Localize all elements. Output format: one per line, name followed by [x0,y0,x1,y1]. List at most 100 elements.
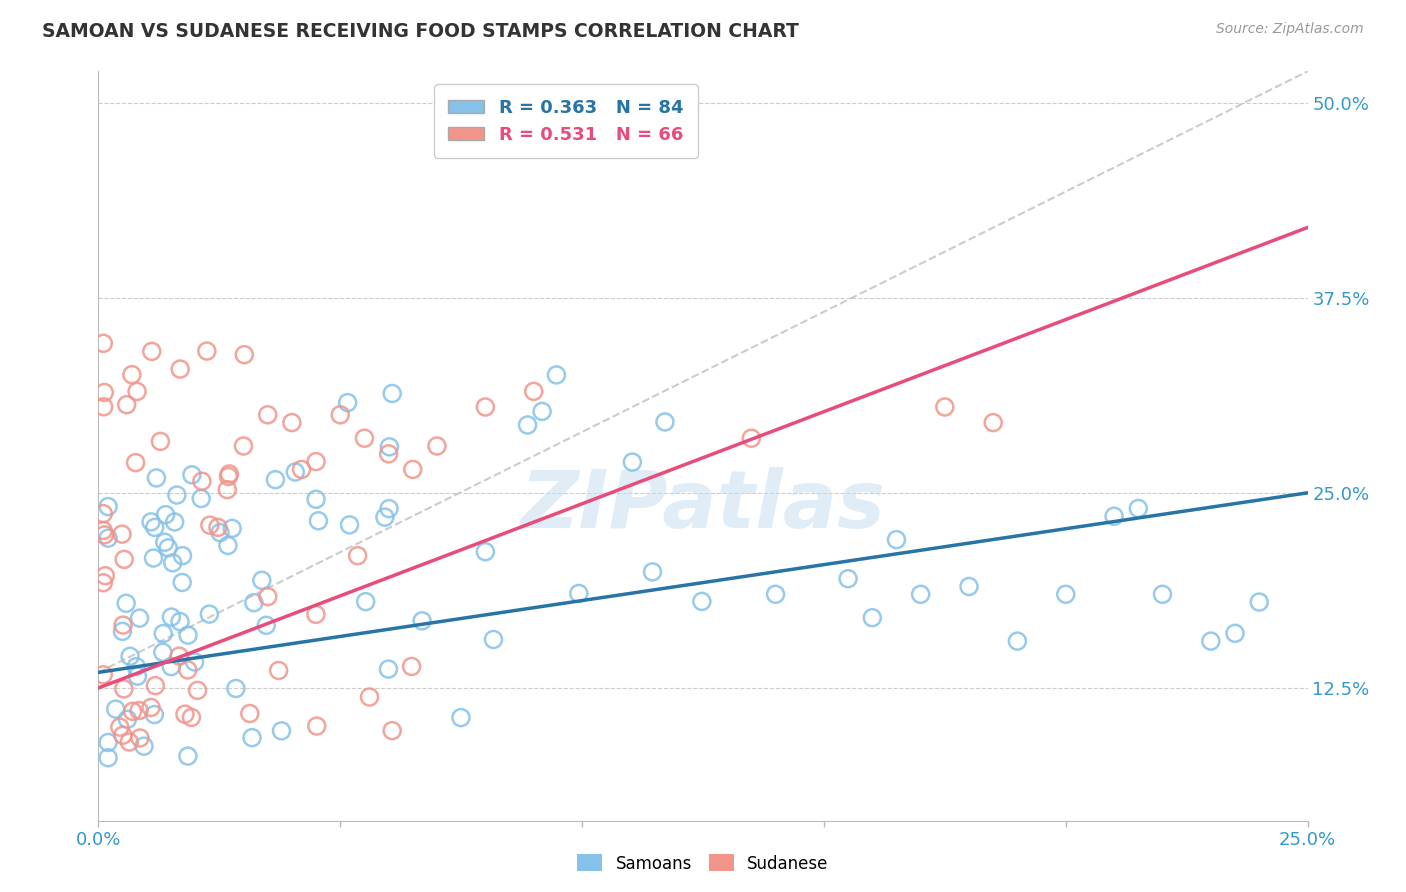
Point [256,590,278,604]
Point [474,545,496,559]
Point [411,614,433,628]
Text: ZIPatlas: ZIPatlas [520,467,886,545]
Point [125,659,148,673]
Point [290,462,312,476]
Point [111,527,134,541]
Point [160,610,183,624]
Point [256,408,278,422]
Point [93,400,115,414]
Point [218,469,240,483]
Point [143,707,166,722]
Point [346,549,368,563]
Point [97,751,120,765]
Point [378,440,401,454]
Point [233,348,256,362]
Point [523,384,546,399]
Point [172,549,194,563]
Point [240,731,263,745]
Point [305,719,328,733]
Point [765,587,787,601]
Point [91,507,114,521]
Point [172,575,194,590]
Point [837,572,859,586]
Point [254,618,277,632]
Point [329,408,352,422]
Point [149,434,172,449]
Point [218,467,240,481]
Point [740,431,762,445]
Point [120,649,142,664]
Point [281,416,304,430]
Point [177,749,200,764]
Point [910,587,932,601]
Point [97,500,120,514]
Point [145,471,167,485]
Point [568,586,591,600]
Point [97,735,120,749]
Point [167,649,190,664]
Point [1199,634,1222,648]
Point [1249,595,1271,609]
Point [111,728,134,742]
Point [378,501,401,516]
Point [482,632,505,647]
Point [654,415,676,429]
Point [402,462,425,476]
Point [124,456,146,470]
Point [381,386,404,401]
Point [115,398,138,412]
Point [129,731,152,745]
Point [97,531,120,545]
Point [209,525,232,540]
Point [91,667,114,681]
Point [141,344,163,359]
Point [374,510,396,524]
Point [1102,509,1125,524]
Point [91,336,114,351]
Point [166,488,188,502]
Point [1152,587,1174,601]
Point [207,520,229,534]
Point [157,541,180,555]
Point [221,521,243,535]
Point [531,404,554,418]
Legend: R = 0.363   N = 84, R = 0.531   N = 66: R = 0.363 N = 84, R = 0.531 N = 66 [434,84,697,158]
Point [886,533,908,547]
Point [153,535,176,549]
Point [934,400,956,414]
Point [91,524,114,538]
Point [139,700,162,714]
Point [121,368,143,382]
Point [132,739,155,753]
Point [217,539,239,553]
Point [354,594,377,608]
Point [128,611,150,625]
Point [128,704,150,718]
Point [125,384,148,399]
Text: Source: ZipAtlas.com: Source: ZipAtlas.com [1216,22,1364,37]
Point [450,710,472,724]
Point [139,515,162,529]
Point [339,517,361,532]
Point [217,483,239,497]
Point [174,707,197,722]
Point [155,508,177,522]
Point [305,607,328,622]
Point [198,607,221,621]
Point [305,455,328,469]
Point [93,385,115,400]
Point [621,455,644,469]
Point [401,659,423,673]
Point [94,568,117,582]
Point [117,712,139,726]
Point [957,580,980,594]
Point [91,575,114,590]
Point [142,551,165,566]
Point [118,735,141,749]
Point [353,431,375,445]
Point [143,520,166,534]
Point [121,704,143,718]
Point [152,645,174,659]
Legend: Samoans, Sudanese: Samoans, Sudanese [571,847,835,880]
Point [284,465,307,479]
